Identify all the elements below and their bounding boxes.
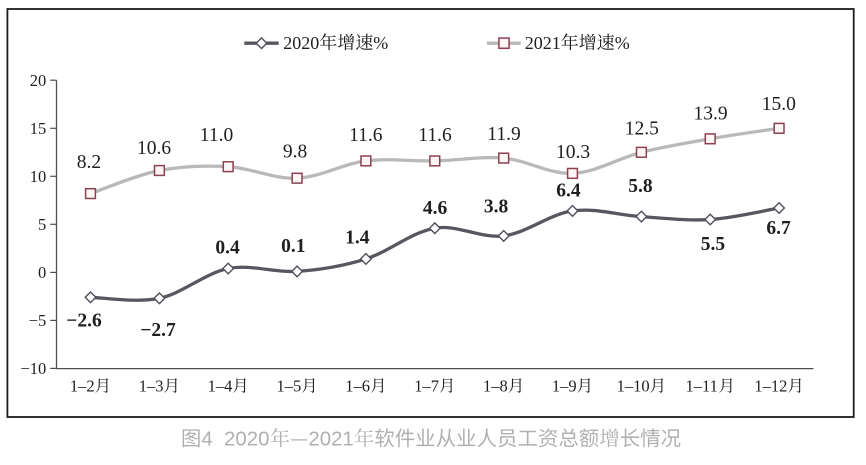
svg-text:1–9: 1–9 [552, 377, 577, 396]
svg-text:11.0: 11.0 [200, 125, 233, 146]
svg-text:15.0: 15.0 [762, 94, 796, 115]
svg-text:1–10: 1–10 [617, 377, 650, 396]
svg-text:1–6: 1–6 [345, 377, 370, 396]
svg-text:3.8: 3.8 [484, 197, 509, 218]
svg-text:1–8: 1–8 [483, 377, 508, 396]
svg-text:20: 20 [30, 71, 47, 90]
svg-text:10.6: 10.6 [137, 138, 171, 159]
svg-text:1–12: 1–12 [754, 377, 787, 396]
svg-text:%: % [373, 33, 388, 53]
svg-text:13.9: 13.9 [693, 103, 727, 124]
svg-text:12.5: 12.5 [625, 118, 659, 139]
svg-text:8.2: 8.2 [77, 152, 101, 173]
svg-text:1–2: 1–2 [70, 377, 95, 396]
svg-text:5.8: 5.8 [628, 176, 653, 197]
svg-text:1–11: 1–11 [686, 377, 718, 396]
svg-text:2021: 2021 [525, 33, 561, 53]
svg-text:2020: 2020 [283, 33, 319, 53]
svg-text:−2.6: −2.6 [66, 310, 102, 331]
svg-text:%: % [615, 33, 630, 53]
svg-text:1–7: 1–7 [414, 377, 439, 396]
svg-text:0.1: 0.1 [281, 236, 305, 257]
svg-text:−10: −10 [20, 359, 46, 378]
svg-text:4.6: 4.6 [423, 198, 448, 219]
svg-text:1–5: 1–5 [277, 377, 302, 396]
svg-text:10.3: 10.3 [556, 142, 590, 163]
svg-text:10: 10 [30, 167, 47, 186]
svg-text:11.6: 11.6 [418, 125, 452, 146]
svg-text:11.6: 11.6 [349, 125, 383, 146]
svg-text:5: 5 [38, 215, 46, 234]
svg-text:0: 0 [38, 263, 46, 282]
svg-text:15: 15 [30, 119, 47, 138]
svg-text:9.8: 9.8 [283, 141, 307, 162]
svg-text:4 2020: 4 2020 [201, 429, 269, 451]
svg-text:5.5: 5.5 [701, 234, 726, 255]
svg-text:−2.7: −2.7 [140, 320, 176, 341]
svg-text:1.4: 1.4 [345, 227, 370, 248]
svg-text:2021: 2021 [308, 429, 353, 451]
svg-text:1–3: 1–3 [139, 377, 164, 396]
svg-text:−5: −5 [29, 311, 47, 330]
svg-text:1–4: 1–4 [208, 377, 233, 396]
svg-text:6.4: 6.4 [556, 181, 581, 202]
svg-text:11.9: 11.9 [487, 124, 520, 145]
svg-text:0.4: 0.4 [215, 238, 240, 259]
svg-text:6.7: 6.7 [766, 218, 791, 239]
